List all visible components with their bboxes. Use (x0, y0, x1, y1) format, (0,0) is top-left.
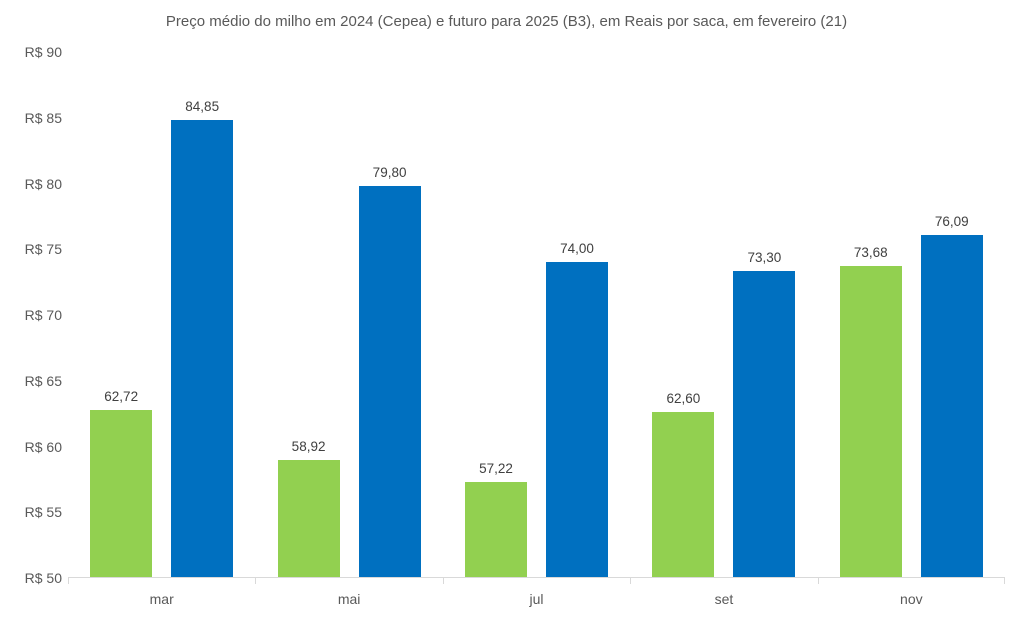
y-tick-label: R$ 85 (24, 109, 62, 126)
y-tick-label: R$ 55 (24, 504, 62, 521)
bar-group-nov: 73,68 76,09 (818, 52, 1005, 577)
x-category-label-set: set (714, 591, 734, 607)
bar-group-mar: 62,72 84,85 (68, 52, 255, 577)
bar-group-set: 62,60 73,30 (630, 52, 817, 577)
bar-nov-series-1: 76,09 (920, 214, 983, 577)
bar-value-label: 73,68 (853, 245, 888, 261)
x-axis-tick (68, 578, 69, 584)
y-tick-label: R$ 60 (24, 438, 62, 455)
x-category-label-jul: jul (529, 591, 544, 607)
bar-value-label: 62,60 (666, 390, 701, 406)
bar-set-series-1: 73,30 (733, 250, 796, 577)
x-axis: mar mai jul set nov (68, 591, 1005, 607)
plot-area: 62,72 84,85 58,92 79,80 57,22 74,00 62,60 73,30… (68, 52, 1005, 584)
bar-nov-series-0: 73,68 (839, 245, 902, 577)
x-axis-tick (442, 578, 444, 584)
y-tick-label: R$ 80 (24, 175, 62, 192)
bar-value-label: 76,09 (934, 213, 969, 229)
bar-mar-series-1: 84,85 (171, 99, 234, 577)
bar-value-label: 74,00 (560, 241, 594, 256)
x-axis-tick (817, 578, 819, 584)
x-category-label-nov: nov (900, 591, 923, 607)
y-tick-label: R$ 50 (24, 570, 62, 586)
bar-value-label: 84,85 (185, 98, 220, 114)
bar-value-label: 58,92 (291, 438, 326, 454)
y-tick-label: R$ 75 (24, 241, 62, 258)
bar-jul-series-0: 57,22 (464, 461, 527, 577)
y-axis: R$ 90 R$ 85 R$ 80 R$ 75 R$ 70 R$ 65 R$ 60 R$ 55… (0, 44, 62, 586)
bar-value-label: 79,80 (372, 164, 407, 180)
bar-group-mai: 58,92 79,80 (255, 52, 442, 577)
bar-value-label: 62,72 (104, 389, 139, 405)
y-tick-label: R$ 90 (24, 44, 62, 60)
x-category-label-mai: mai (337, 591, 361, 607)
y-tick-label: R$ 70 (24, 307, 62, 323)
bar-mar-series-0: 62,72 (90, 389, 153, 577)
bar-value-label: 57,22 (479, 461, 513, 477)
chart-title: Preço médio do milho em 2024 (Cepea) e f… (165, 13, 848, 30)
x-axis-tick (1004, 578, 1005, 584)
bar-value-label: 73,30 (747, 250, 782, 266)
bar-group-jul: 57,22 74,00 (443, 52, 630, 577)
y-tick-label: R$ 65 (24, 372, 62, 389)
bar-jul-series-1: 74,00 (545, 241, 608, 577)
bar-mai-series-0: 58,92 (277, 439, 340, 577)
x-category-label-mar: mar (149, 591, 174, 607)
bar-mai-series-1: 79,80 (358, 165, 421, 577)
bar-set-series-0: 62,60 (652, 391, 715, 577)
x-axis-tick (255, 578, 257, 584)
x-axis-tick (630, 578, 632, 584)
